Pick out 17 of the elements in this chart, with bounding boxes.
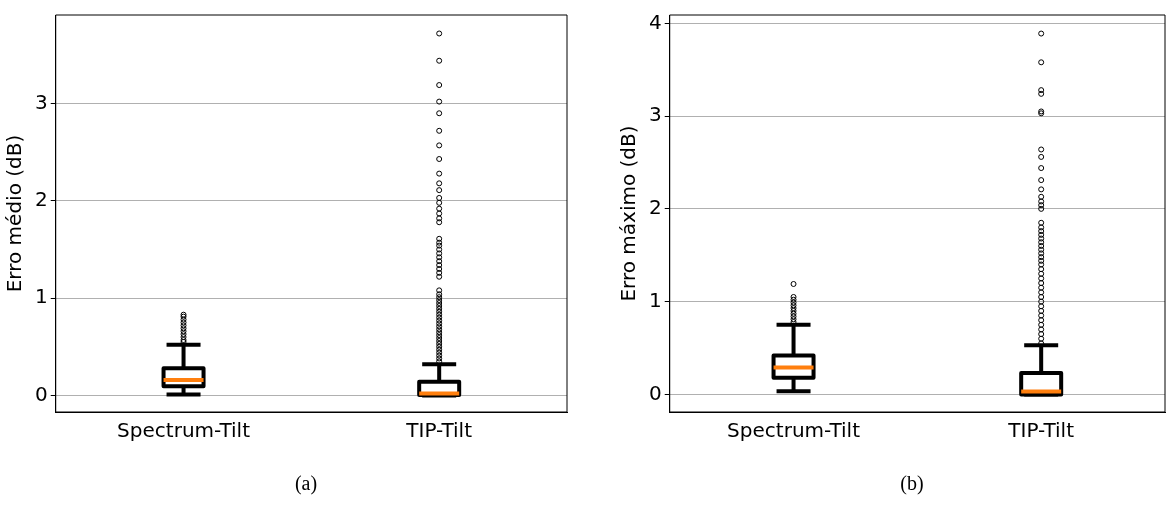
x-tick-label: TIP-Tilt [405, 418, 473, 443]
y-tick-label: 2 [34, 187, 48, 212]
y-tick-label: 0 [34, 381, 48, 406]
x-tick-label: Spectrum-Tilt [727, 418, 861, 443]
y-tick-label: 1 [648, 287, 662, 312]
y-axis-title: Erro médio (dB) [2, 134, 27, 293]
y-axis-title: Erro máximo (dB) [616, 125, 641, 302]
x-tick-label: TIP-Tilt [1007, 418, 1075, 443]
y-tick-label: 0 [648, 380, 662, 405]
text: (b) [899, 472, 925, 495]
x-tick-label: Spectrum-Tilt [117, 418, 251, 443]
text: (a) [293, 472, 319, 495]
y-tick-label: 2 [648, 195, 662, 220]
y-tick-label: 3 [648, 102, 662, 127]
y-tick-label: 1 [34, 284, 48, 309]
y-tick-label: 3 [34, 89, 48, 114]
y-tick-label: 4 [648, 9, 662, 34]
